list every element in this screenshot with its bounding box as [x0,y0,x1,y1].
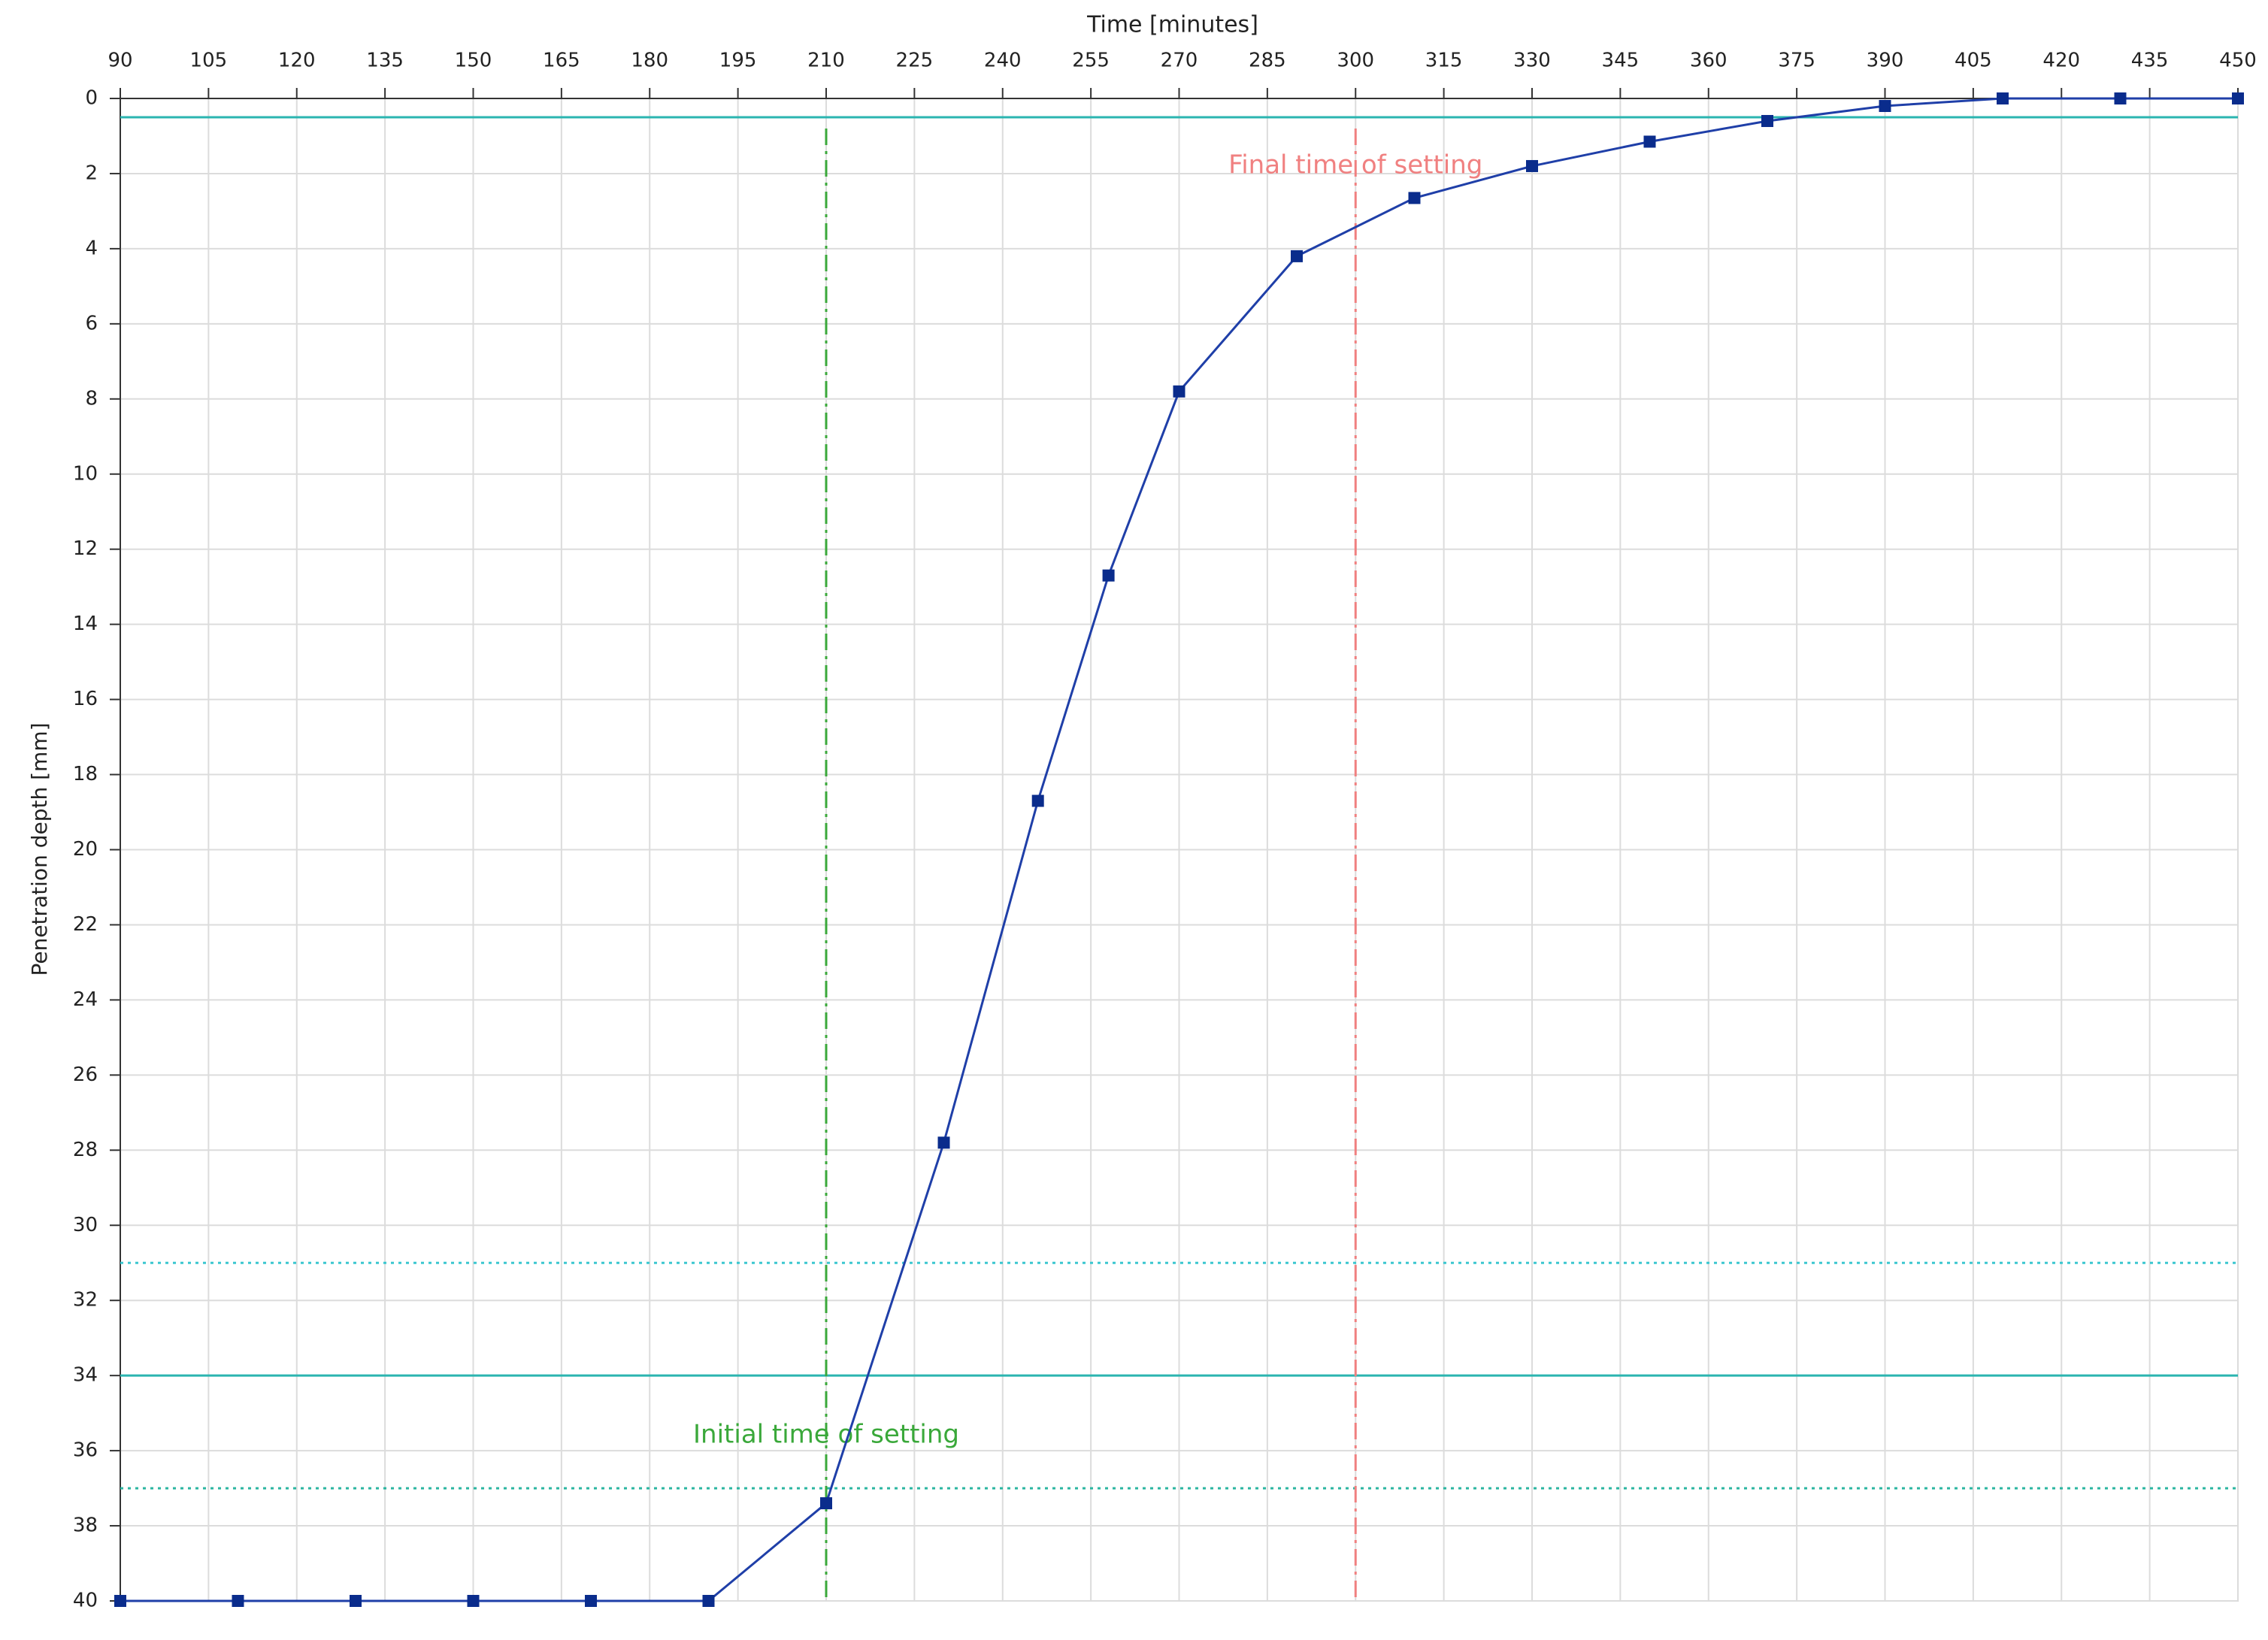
y-tick-label: 32 [73,1289,98,1312]
y-tick-label: 18 [73,763,98,785]
annotation: Initial time of setting [693,1420,959,1450]
annotation: Final time of setting [1228,150,1482,180]
data-point [585,1595,597,1607]
x-tick-label: 90 [107,50,132,72]
x-tick-label: 420 [2042,50,2080,72]
y-tick-label: 38 [73,1514,98,1537]
y-tick-label: 30 [73,1214,98,1236]
y-tick-label: 40 [73,1590,98,1612]
x-tick-label: 105 [190,50,228,72]
y-tick-label: 28 [73,1139,98,1161]
y-tick-label: 16 [73,688,98,710]
y-tick-label: 6 [85,312,98,334]
x-tick-label: 315 [1425,50,1463,72]
data-point [1879,99,1891,112]
data-point [702,1595,715,1607]
y-axis-label: Penetration depth [mm] [27,722,52,976]
y-tick-label: 2 [85,162,98,184]
x-tick-label: 180 [631,50,668,72]
data-point [1643,135,1656,148]
data-point [1526,159,1538,172]
data-point [2232,92,2244,104]
data-point [1761,114,1773,127]
x-tick-label: 225 [896,50,934,72]
x-tick-label: 255 [1072,50,1110,72]
data-point [2114,92,2127,104]
y-tick-label: 36 [73,1439,98,1462]
x-tick-label: 210 [807,50,845,72]
x-tick-label: 120 [278,50,316,72]
data-point [820,1497,832,1510]
x-tick-label: 450 [2219,50,2257,72]
x-tick-label: 150 [455,50,492,72]
x-tick-label: 270 [1161,50,1198,72]
x-tick-label: 435 [2131,50,2169,72]
x-tick-label: 240 [984,50,1022,72]
data-point [1173,385,1185,398]
data-point [1102,569,1115,582]
x-tick-label: 360 [1690,50,1727,72]
data-point [232,1595,244,1607]
x-tick-label: 330 [1513,50,1551,72]
data-point [937,1136,950,1149]
x-tick-label: 300 [1337,50,1374,72]
data-point [1997,92,2009,104]
data-point [350,1595,362,1607]
x-tick-label: 195 [719,50,757,72]
x-tick-label: 165 [543,50,580,72]
y-tick-label: 10 [73,462,98,485]
y-tick-label: 0 [85,87,98,110]
data-point [1291,250,1303,262]
x-tick-label: 375 [1778,50,1815,72]
x-tick-label: 135 [366,50,404,72]
y-tick-label: 8 [85,387,98,410]
y-tick-label: 20 [73,838,98,861]
y-tick-label: 22 [73,913,98,936]
x-axis-label: Time [minutes] [1086,12,1258,38]
x-tick-label: 285 [1249,50,1286,72]
y-tick-label: 14 [73,613,98,635]
y-tick-label: 12 [73,537,98,560]
x-tick-label: 345 [1602,50,1640,72]
data-line [120,97,2238,1602]
x-tick-label: 405 [1955,50,1992,72]
y-tick-label: 34 [73,1364,98,1387]
data-point [467,1595,480,1607]
y-tick-label: 4 [85,237,98,259]
y-tick-label: 26 [73,1064,98,1086]
data-point [1408,192,1421,204]
data-point [114,1595,126,1607]
y-tick-label: 24 [73,988,98,1011]
x-tick-label: 390 [1867,50,1904,72]
data-point [1031,794,1044,807]
